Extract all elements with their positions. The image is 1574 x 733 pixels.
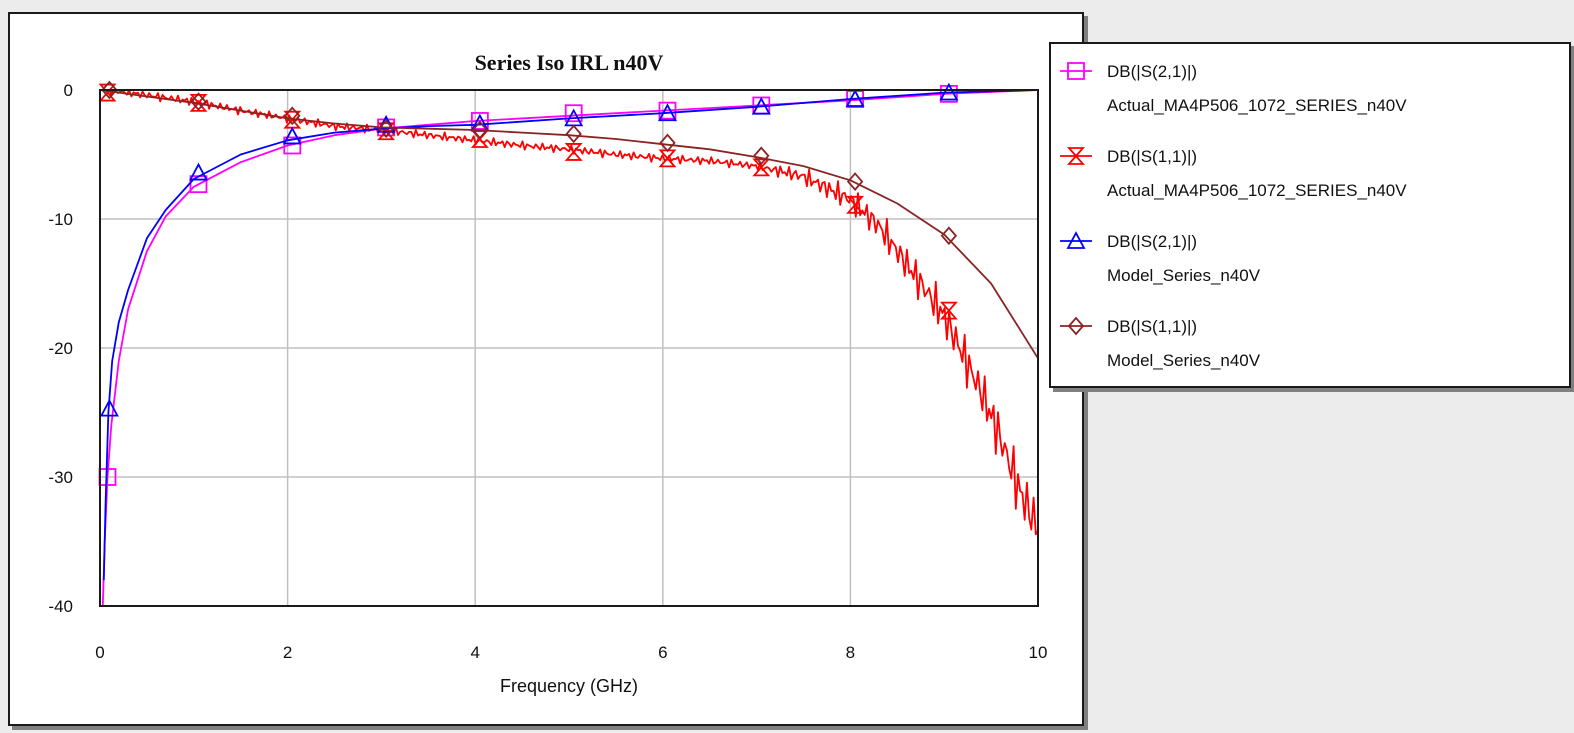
- legend-svg: DB(|S(2,1)|) Actual_MA4P506_1072_SERIES_n…: [1060, 62, 1407, 370]
- x-tick-label: 4: [470, 643, 479, 662]
- data-point-marker: [846, 172, 864, 191]
- series-3: [99, 80, 1039, 359]
- legend-entry-1: DB(|S(1,1)|) Actual_MA4P506_1072_SERIES_n…: [1060, 147, 1407, 200]
- data-point-marker: [564, 143, 583, 161]
- data-point-marker: [282, 126, 302, 145]
- y-tick-label: -30: [48, 468, 73, 487]
- data-point-marker: [659, 133, 676, 153]
- data-point-marker: [565, 124, 582, 144]
- chart-title: Series Iso IRL n40V: [475, 50, 664, 75]
- legend: DB(|S(2,1)|) Actual_MA4P506_1072_SERIES_n…: [1049, 42, 1571, 388]
- legend-entry-3: DB(|S(1,1)|) Model_Series_n40V: [1060, 316, 1261, 370]
- legend-marker: [1067, 62, 1085, 80]
- legend-series-name: DB(|S(2,1)|): [1107, 62, 1197, 81]
- legend-marker: [1066, 231, 1086, 249]
- x-tick-label: 6: [658, 643, 667, 662]
- data-point-marker: [658, 149, 677, 168]
- legend-marker: [1067, 147, 1085, 165]
- data-point-marker: [190, 92, 207, 111]
- data-point-marker: [101, 80, 118, 100]
- legend-series-source: Model_Series_n40V: [1107, 351, 1261, 370]
- x-tick-label: 2: [283, 643, 292, 662]
- x-tick-label: 0: [95, 643, 104, 662]
- data-point-marker: [753, 146, 770, 166]
- series-line-1: [104, 89, 1039, 536]
- x-tick-label: 8: [846, 643, 855, 662]
- legend-entry-0: DB(|S(2,1)|) Actual_MA4P506_1072_SERIES_n…: [1060, 62, 1407, 115]
- data-point-marker: [752, 158, 771, 177]
- data-point-marker: [939, 82, 959, 101]
- tick-labels: 0 2 4 6 8 10 0 -10 -20 -30 -40: [48, 81, 1047, 662]
- series-line-0: [101, 89, 1039, 607]
- x-tick-label: 10: [1029, 643, 1048, 662]
- series-layer: [98, 80, 1039, 607]
- y-tick-label: -20: [48, 339, 73, 358]
- data-point-marker: [939, 301, 958, 320]
- data-point-marker: [845, 89, 865, 107]
- data-point-marker: [470, 112, 489, 130]
- data-point-marker: [189, 94, 208, 112]
- x-axis-label: Frequency (GHz): [500, 676, 638, 696]
- data-point-marker: [284, 106, 301, 126]
- data-point-marker: [471, 120, 489, 140]
- data-point-marker: [940, 226, 958, 246]
- plot-frame: [99, 89, 1039, 607]
- data-point-marker: [658, 101, 677, 120]
- legend-series-source: Model_Series_n40V: [1107, 266, 1261, 285]
- chart-window: 0 2 4 6 8 10 0 -10 -20 -30 -40 Series Iso IRL n40V…: [8, 12, 1084, 726]
- legend-marker: [1067, 316, 1085, 336]
- data-point-marker: [751, 96, 771, 115]
- y-tick-label: 0: [64, 81, 73, 100]
- data-point-marker: [564, 104, 583, 123]
- y-tick-label: -40: [48, 597, 73, 616]
- legend-series-name: DB(|S(2,1)|): [1107, 232, 1197, 251]
- data-point-marker: [188, 162, 208, 181]
- data-point-marker: [657, 103, 677, 122]
- legend-series-source: Actual_MA4P506_1072_SERIES_n40V: [1107, 181, 1407, 200]
- data-point-marker: [377, 119, 395, 139]
- series-line-2: [102, 89, 1039, 581]
- legend-series-name: DB(|S(1,1)|): [1107, 147, 1197, 166]
- y-tick-label: -10: [48, 210, 73, 229]
- data-point-marker: [99, 398, 119, 417]
- legend-series-name: DB(|S(1,1)|): [1107, 317, 1197, 336]
- legend-entry-2: DB(|S(2,1)|) Model_Series_n40V: [1060, 231, 1261, 285]
- data-point-marker: [283, 136, 302, 155]
- data-point-marker: [846, 195, 865, 214]
- plot-svg: 0 2 4 6 8 10 0 -10 -20 -30 -40 Series Iso IRL n40V…: [48, 50, 1047, 696]
- legend-series-source: Actual_MA4P506_1072_SERIES_n40V: [1107, 96, 1407, 115]
